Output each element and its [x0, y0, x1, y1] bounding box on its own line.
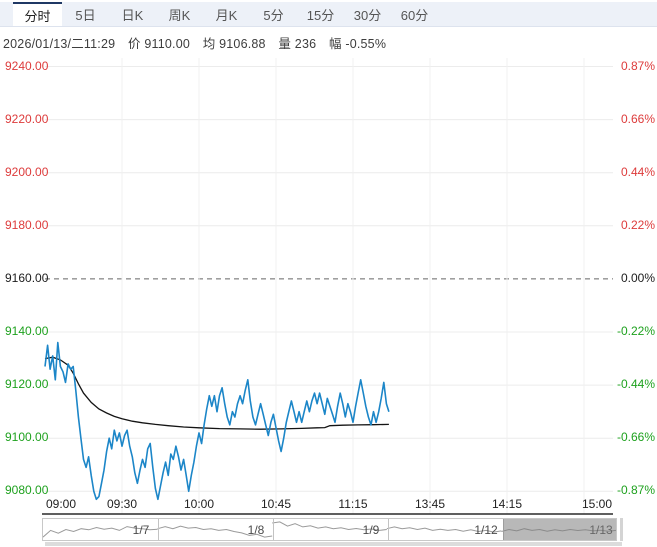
xaxis-1415: 14:15	[491, 497, 523, 511]
xaxis-1500: 15:00	[581, 497, 612, 511]
date-navigator[interactable]: 1/7 1/8 1/9 1/12 1/13	[42, 518, 617, 541]
status-change-value: -0.55%	[345, 37, 387, 51]
navigator-scroll-strip[interactable]	[45, 542, 622, 546]
status-average-value: 9106.88	[219, 37, 266, 51]
tab-5day[interactable]: 5日	[75, 7, 96, 23]
tab-fenshi[interactable]: 分时	[13, 2, 62, 26]
yaxis-pct-neg044: -0.44%	[616, 377, 655, 391]
status-volume: 量 236	[278, 37, 317, 51]
status-price: 价 9110.00	[127, 37, 191, 51]
yaxis-price-9180: 9180.00	[5, 218, 49, 232]
status-average: 均 9106.88	[202, 37, 266, 51]
yaxis-pct-pos044: 0.44%	[620, 165, 655, 179]
price-line	[44, 341, 390, 501]
xaxis-0930: 09:30	[106, 497, 138, 511]
status-price-value: 9110.00	[144, 37, 191, 51]
yaxis-price-9100: 9100.00	[5, 430, 49, 444]
yaxis-price-9220: 9220.00	[5, 112, 49, 126]
xaxis-1115: 11:15	[338, 497, 368, 511]
navigator-divider	[158, 519, 159, 540]
tab-month-k[interactable]: 月K	[215, 7, 238, 23]
tab-15min[interactable]: 15分	[306, 7, 335, 23]
yaxis-price-9120: 9120.00	[5, 377, 49, 391]
quote-status-line: 2026/01/13/二11:29 价 9110.00 均 9106.88 量 …	[3, 33, 395, 51]
xaxis-1045: 10:45	[260, 497, 292, 511]
nav-label-day1[interactable]: 1/7	[132, 523, 150, 537]
status-volume-value: 236	[294, 37, 317, 51]
yaxis-price-9140: 9140.00	[5, 324, 49, 338]
status-datetime: 2026/01/13/二11:29	[3, 37, 116, 51]
nav-spark-day2	[157, 525, 273, 538]
tab-60min[interactable]: 60分	[400, 7, 429, 23]
xaxis-1000: 10:00	[183, 497, 215, 511]
xaxis-0900: 09:00	[46, 497, 77, 511]
tab-week-k[interactable]: 周K	[168, 7, 191, 23]
nav-label-day4[interactable]: 1/12	[474, 523, 498, 537]
nav-label-day2[interactable]: 1/8	[247, 523, 265, 537]
yaxis-price-9200: 9200.00	[5, 165, 49, 179]
xaxis-1345: 13:45	[414, 497, 446, 511]
avg-price-line	[44, 356, 389, 430]
yaxis-price-ref-9160: 9160.00	[5, 271, 49, 285]
period-tabbar: 分时 5日 日K 周K 月K 5分 15分 30分 60分	[0, 2, 657, 27]
nav-spark-day3	[272, 521, 387, 531]
yaxis-price-9240: 9240.00	[5, 59, 49, 73]
tab-30min[interactable]: 30分	[353, 7, 382, 23]
nav-label-day3[interactable]: 1/9	[362, 523, 380, 537]
yaxis-pct-pos087: 0.87%	[620, 59, 655, 73]
yaxis-pct-neg087: -0.87%	[616, 483, 655, 497]
navigator-divider	[273, 519, 274, 540]
navigator-divider	[388, 519, 389, 540]
status-change: 幅 -0.55%	[328, 37, 387, 51]
navigator-right-handle[interactable]	[620, 518, 623, 541]
yaxis-pct-pos022: 0.22%	[620, 218, 655, 232]
nav-spark-day1	[43, 526, 158, 538]
tab-5min[interactable]: 5分	[263, 7, 284, 23]
tab-day-k[interactable]: 日K	[121, 7, 144, 23]
yaxis-pct-pos066: 0.66%	[620, 112, 655, 126]
navigator-selection[interactable]	[503, 519, 616, 540]
yaxis-pct-neg066: -0.66%	[616, 430, 655, 444]
yaxis-pct-zero: 0.00%	[620, 271, 655, 285]
nav-spark-day4	[386, 526, 502, 533]
yaxis-price-9080: 9080.00	[5, 483, 49, 497]
yaxis-pct-neg022: -0.22%	[616, 324, 655, 338]
